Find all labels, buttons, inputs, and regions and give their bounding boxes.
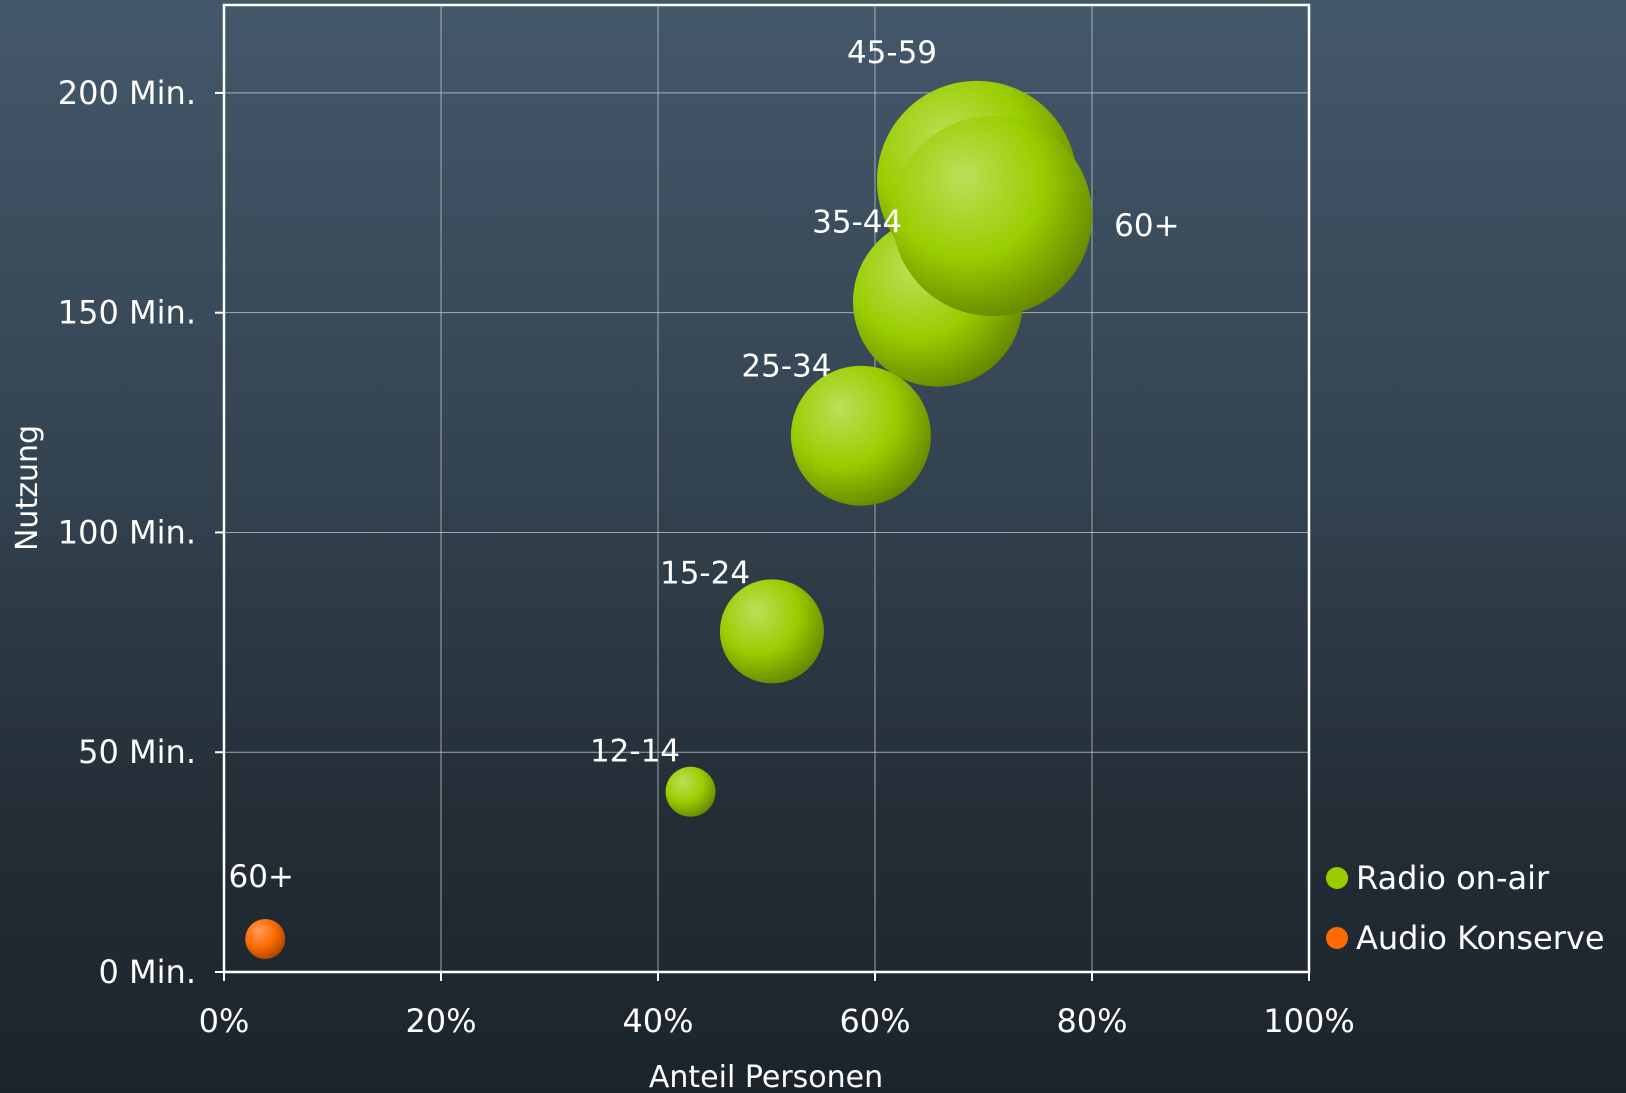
- bubble-radio-on-air-12-14: [665, 766, 716, 817]
- bubble-radio-on-air-15-24: [719, 579, 824, 684]
- bubble-label-0-3: 35-44: [812, 204, 902, 240]
- axes: 0% 20% 40% 60% 80% 100% 0 Min. 50 Min. 100 Min. 1…: [58, 74, 1355, 1040]
- x-tick-label-2: 40%: [622, 1002, 693, 1040]
- legend: Radio on-air Audio Konserve: [1326, 859, 1605, 957]
- bubble-label-1-0: 60+: [229, 859, 294, 895]
- legend-marker-1: [1326, 927, 1348, 949]
- grid: [224, 5, 1309, 972]
- bubble-label-0-0: 12-14: [590, 734, 680, 770]
- y-axis-title: Nutzung: [10, 425, 45, 551]
- y-tick-label-1: 50 Min.: [78, 733, 196, 771]
- x-axis-title: Anteil Personen: [649, 1060, 883, 1093]
- bubble-label-0-2: 25-34: [741, 348, 831, 384]
- y-tick-label-3: 150 Min.: [58, 294, 196, 332]
- legend-marker-0: [1326, 867, 1348, 889]
- x-tick-label-4: 80%: [1056, 1002, 1127, 1040]
- bubble-radio-on-air-25-34: [790, 365, 931, 506]
- bubble-radio-on-air-60+: [892, 115, 1093, 316]
- bubble-labels: 12-14 15-24 25-34 35-44 45-59 60+ 60+: [229, 35, 1180, 895]
- bubble-audio-konserve-60+: [245, 919, 286, 960]
- plot-area: [222, 3, 1311, 974]
- x-tick-label-0: 0%: [199, 1002, 250, 1040]
- bubbles: [245, 80, 1093, 960]
- x-tick-label-5: 100%: [1263, 1002, 1354, 1040]
- y-tick-label-0: 0 Min.: [99, 953, 196, 991]
- bubble-label-0-4: 45-59: [847, 35, 937, 71]
- x-tick-label-1: 20%: [405, 1002, 476, 1040]
- bubble-label-0-5: 60+: [1114, 208, 1179, 244]
- bubble-label-0-1: 15-24: [660, 556, 750, 592]
- legend-label-1: Audio Konserve: [1356, 919, 1605, 957]
- legend-label-0: Radio on-air: [1356, 859, 1550, 897]
- y-tick-label-4: 200 Min.: [58, 74, 196, 112]
- x-tick-label-3: 60%: [839, 1002, 910, 1040]
- y-tick-label-2: 100 Min.: [58, 513, 196, 551]
